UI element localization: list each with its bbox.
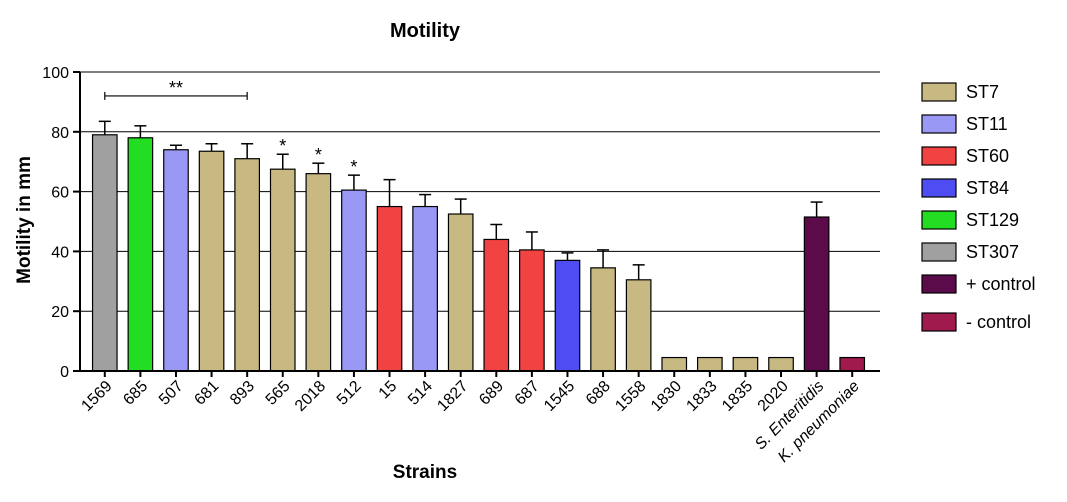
y-tick-label: 20	[51, 304, 69, 321]
x-tick-label: 1545	[541, 378, 578, 415]
bar	[625, 279, 652, 372]
bar	[839, 356, 866, 372]
legend-swatch	[921, 82, 957, 102]
legend-swatch	[921, 274, 957, 294]
legend-swatch	[921, 242, 957, 262]
y-tick-label: 40	[51, 244, 69, 261]
legend-label: - control	[966, 312, 1031, 332]
legend-label: + control	[966, 274, 1036, 294]
significance-label: **	[169, 78, 183, 98]
bar	[234, 158, 261, 372]
x-tick-label: 1558	[612, 378, 649, 415]
bar	[732, 356, 759, 372]
x-tick-label: 1827	[434, 378, 471, 415]
bar	[412, 205, 438, 372]
bar	[696, 356, 723, 372]
bar	[590, 267, 616, 372]
y-tick-label: 100	[42, 65, 69, 82]
x-tick-label: 1835	[719, 378, 756, 415]
bar	[519, 249, 545, 372]
y-tick-label: 0	[60, 364, 69, 381]
legend-label: ST11	[966, 114, 1008, 134]
bars	[91, 134, 866, 372]
bar	[91, 134, 118, 372]
legend-swatch	[921, 146, 957, 166]
bar	[341, 189, 367, 372]
bar	[198, 150, 225, 372]
y-tick-label: 80	[51, 125, 69, 142]
legend: ST7 ST11 ST60 ST84 ST129 ST307 + control - cont…	[921, 82, 1036, 332]
x-tick-label: 512	[334, 378, 365, 409]
legend-label: ST307	[966, 242, 1019, 262]
y-tick-labels: 0 20 40 60 80 100	[42, 65, 69, 381]
x-tick-label: 1569	[78, 378, 115, 415]
x-tick-label: 689	[476, 378, 507, 409]
bar	[305, 173, 332, 372]
bar	[768, 356, 794, 372]
x-tick-label: 565	[263, 378, 294, 409]
significance-label: *	[279, 136, 286, 156]
x-tick-label: 507	[156, 378, 187, 409]
significance-markers: *** **	[104, 78, 357, 177]
chart-title: Motility	[390, 20, 461, 42]
x-tick-label: 514	[405, 378, 436, 409]
legend-label: ST60	[966, 146, 1009, 166]
x-tick-label: 687	[512, 378, 543, 409]
bar	[127, 137, 154, 372]
x-tick-label: 15	[376, 378, 401, 403]
x-tick-label: 685	[120, 378, 151, 409]
x-tick-label: 1833	[683, 378, 720, 415]
significance-label: *	[350, 157, 357, 177]
x-tick-label: 681	[191, 378, 222, 409]
legend-swatch	[921, 114, 957, 134]
bar	[483, 238, 510, 372]
x-tick-label: 893	[227, 378, 258, 409]
x-axis-title: Strains	[393, 462, 457, 483]
legend-label: ST7	[966, 82, 999, 102]
legend-swatch	[921, 312, 957, 332]
legend-label: ST84	[966, 178, 1009, 198]
bar	[661, 356, 688, 372]
x-tick-label: 688	[583, 378, 614, 409]
bar	[376, 205, 403, 372]
x-tick-label: 2018	[292, 378, 329, 415]
legend-swatch	[921, 210, 957, 230]
y-tick-label: 60	[51, 185, 69, 202]
legend-swatch	[921, 178, 957, 198]
y-axis-title: Motility in mm	[14, 156, 35, 284]
bar	[163, 149, 189, 372]
error-bars	[98, 120, 823, 280]
bar	[554, 259, 581, 372]
x-tick-label: 1830	[648, 378, 685, 415]
legend-label: ST129	[966, 210, 1019, 230]
bar	[447, 213, 474, 372]
bar	[269, 168, 296, 372]
axes	[73, 71, 880, 377]
bar	[803, 216, 830, 372]
significance-label: *	[315, 145, 322, 165]
